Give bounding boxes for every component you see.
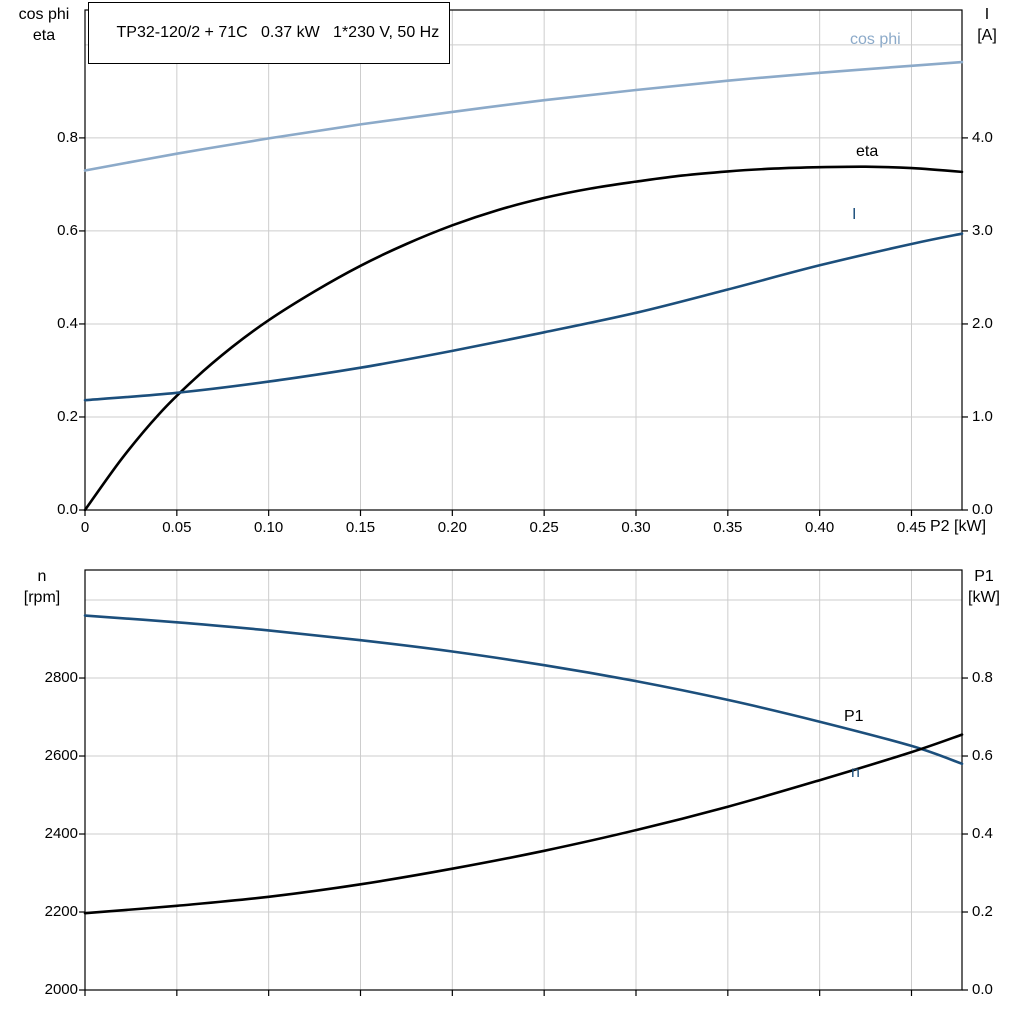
curve-i: [83, 232, 964, 402]
chart-title-box: TP32-120/2 + 71C 0.37 kW 1*230 V, 50 Hz: [88, 2, 451, 64]
axis-label-current-unit: [A]: [977, 27, 997, 44]
top-right-axis-label: I [A]: [958, 4, 1016, 46]
bottom-right-axis-label: P1 [kW]: [952, 566, 1016, 608]
curve-n: [83, 614, 964, 766]
chart-title: TP32-120/2 + 71C 0.37 kW 1*230 V, 50 Hz: [116, 24, 440, 41]
axis-label-speed-unit: [rpm]: [23, 589, 61, 606]
curve-cos-phi: [83, 60, 964, 172]
x-axis-label: P2 [kW]: [930, 518, 987, 535]
curve-label-p1: P1: [844, 708, 864, 725]
plot-frame: [84, 569, 963, 991]
plot-frame: [84, 9, 963, 511]
curve-label-current: I: [852, 206, 857, 223]
axis-label-current: I: [984, 6, 990, 23]
axis-label-speed: n: [37, 568, 47, 585]
axis-label-eta: eta: [32, 27, 56, 44]
curve-label-cos-phi: cos phi: [850, 31, 901, 48]
axis-label-p1-unit: [kW]: [968, 589, 1000, 606]
axis-label-p1: P1: [974, 568, 994, 585]
curve-p1: [83, 733, 964, 915]
top-left-axis-label: cos phi eta: [4, 4, 84, 46]
curve-label-eta: eta: [856, 143, 879, 160]
bottom-left-axis-label: n [rpm]: [6, 566, 78, 608]
axis-label-cos-phi: cos phi: [18, 6, 70, 23]
curve-label-speed: n: [851, 764, 860, 781]
curve-eta: [83, 165, 964, 512]
